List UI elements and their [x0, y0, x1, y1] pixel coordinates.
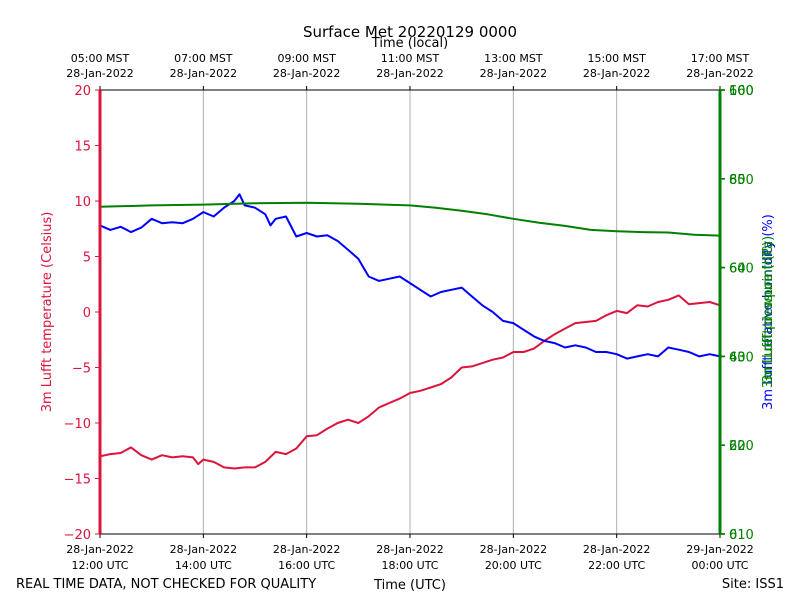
right-tick-label: 610: [729, 528, 754, 543]
footer-quality-note: REAL TIME DATA, NOT CHECKED FOR QUALITY: [16, 577, 316, 592]
bottom-tick-label: 18:00 UTC: [381, 559, 438, 572]
axes: 05:00 MST 28-Jan-2022 07:00 MST 28-Jan-2022…: [64, 52, 754, 572]
left-tick-label: 20: [74, 84, 91, 99]
top-axis-label: Time (local): [371, 36, 448, 51]
top-tick-label: 13:00 MST: [484, 52, 543, 65]
plot-series: [99, 193, 721, 470]
bottom-tick-label: 14:00 UTC: [175, 559, 232, 572]
bottom-tick-label: 22:00 UTC: [588, 559, 645, 572]
bottom-tick-label: 28-Jan-2022: [170, 543, 238, 556]
left-tick-label: −5: [72, 362, 91, 377]
right-tick-label: 60: [729, 262, 746, 277]
top-tick-label: 28-Jan-2022: [273, 67, 341, 80]
left-tick-label: 15: [74, 140, 91, 155]
top-tick-label: 28-Jan-2022: [583, 67, 651, 80]
right-tick-label: 630: [729, 350, 754, 365]
series-line: [99, 193, 721, 360]
top-tick-label: 28-Jan-2022: [170, 67, 238, 80]
bottom-tick-label: 28-Jan-2022: [376, 543, 444, 556]
left-tick-label: −10: [64, 417, 91, 432]
top-tick-label: 17:00 MST: [691, 52, 750, 65]
left-tick-label: 5: [83, 251, 91, 266]
top-tick-label: 28-Jan-2022: [686, 67, 754, 80]
top-tick-label: 09:00 MST: [277, 52, 336, 65]
left-tick-label: 10: [74, 195, 91, 210]
top-tick-label: 28-Jan-2022: [66, 67, 134, 80]
top-tick-label: 15:00 MST: [587, 52, 646, 65]
bottom-tick-label: 00:00 UTC: [691, 559, 748, 572]
right-tick-label: 640: [729, 262, 754, 277]
series-line: [99, 201, 721, 237]
left-tick-label: 0: [83, 306, 91, 321]
series-line: [99, 294, 721, 470]
top-tick-label: 11:00 MST: [381, 52, 440, 65]
top-tick-label: 28-Jan-2022: [480, 67, 548, 80]
right-tick-label: 20: [729, 439, 746, 454]
bottom-tick-label: 28-Jan-2022: [480, 543, 548, 556]
left-axis-label: 3m Lufft temperature (Celsius): [40, 212, 55, 413]
bottom-axis-label: Time (UTC): [373, 578, 446, 593]
bottom-tick-label: 16:00 UTC: [278, 559, 335, 572]
right-tick-label: 0: [729, 528, 737, 543]
top-tick-label: 07:00 MST: [174, 52, 233, 65]
top-tick-label: 05:00 MST: [71, 52, 130, 65]
right-tick-label: 660: [729, 84, 754, 99]
left-tick-label: −15: [64, 473, 91, 488]
footer-site: Site: ISS1: [722, 577, 784, 592]
right-tick-label: 100: [729, 84, 754, 99]
chart-title: Surface Met 20220129 0000: [303, 23, 517, 41]
right-tick-label: 620: [729, 439, 754, 454]
bottom-tick-label: 20:00 UTC: [485, 559, 542, 572]
bottom-tick-label: 29-Jan-2022: [686, 543, 754, 556]
bottom-tick-label: 28-Jan-2022: [583, 543, 651, 556]
bottom-tick-label: 28-Jan-2022: [66, 543, 134, 556]
left-tick-label: −20: [64, 528, 91, 543]
bottom-tick-label: 28-Jan-2022: [273, 543, 341, 556]
right-tick-label: 80: [729, 173, 746, 188]
right-tick-label: 40: [729, 350, 746, 365]
bottom-tick-label: 12:00 UTC: [71, 559, 128, 572]
right-tick-label: 650: [729, 173, 754, 188]
right-axis-labels: 3m Lufft relative humidity (%)3m Lufft p…: [761, 214, 776, 410]
right-axis-label: 3m Lufft dewpoint (C): [761, 241, 776, 383]
top-tick-label: 28-Jan-2022: [376, 67, 444, 80]
right-axis-label: 3m Lufft relative humidity (%): [761, 214, 776, 410]
right-axis-label: 3m Lufft pressure (hPa): [761, 236, 776, 388]
